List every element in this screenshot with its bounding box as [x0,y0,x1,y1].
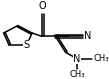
Text: N: N [84,31,91,41]
Text: CH₃: CH₃ [69,70,85,79]
Text: N: N [73,54,81,64]
Text: O: O [38,1,46,11]
Text: CH₃: CH₃ [93,54,109,63]
Text: S: S [24,40,30,50]
